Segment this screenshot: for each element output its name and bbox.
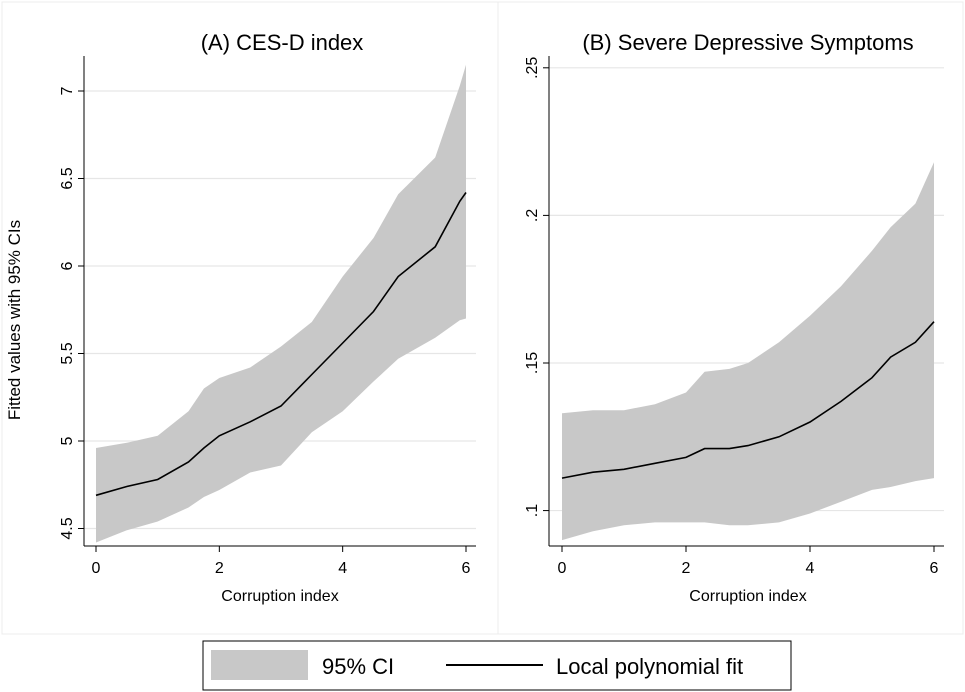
panel-a-ci-band	[96, 64, 466, 543]
panel-b-x-axis-label: Corruption index	[689, 588, 806, 605]
panel-a-axes	[83, 56, 476, 547]
panel-a-y-tick-label: 6.5	[59, 167, 76, 189]
panel-b-y-tick-label: .25	[524, 57, 541, 79]
panel-a-fit-line-group	[95, 192, 467, 497]
panel-a-x-tick-label: 0	[92, 560, 101, 577]
panel-b-fit-line-group	[561, 321, 935, 479]
panel-a-ces-d: (A) CES-D index 0 2 4 6 4.5 5 5.5 6 6.5 7 Corrup…	[59, 30, 476, 605]
panel-a-x-axis-label: Corruption index	[221, 588, 338, 605]
panel-b-ci-band	[562, 162, 934, 541]
panel-b-x-tick-label: 6	[930, 560, 939, 577]
panel-a-x-ticks: 0 2 4 6	[92, 546, 471, 577]
panel-a-ci-band-group	[96, 64, 466, 543]
panel-a-x-tick-label: 6	[462, 560, 471, 577]
shared-y-axis-label: Fitted values with 95% CIs	[5, 220, 24, 420]
legend: 95% CI Local polynomial fit	[202, 640, 792, 691]
legend-fit-label: Local polynomial fit	[556, 654, 743, 679]
panel-b-y-tick-label: .2	[524, 209, 541, 222]
panel-a-title: (A) CES-D index	[201, 30, 364, 55]
panel-a-y-tick-label: 4.5	[59, 517, 76, 539]
legend-ci-label: 95% CI	[322, 654, 394, 679]
panel-b-ci-band-group	[562, 162, 934, 541]
panel-b-y-ticks: .1 .15 .2 .25	[524, 57, 549, 517]
legend-ci-swatch	[211, 650, 308, 680]
panel-b-x-ticks: 0 2 4 6	[558, 546, 939, 577]
panel-b-y-tick-label: .1	[524, 504, 541, 517]
panel-a-y-tick-label: 7	[59, 86, 76, 95]
panel-a-y-tick-label: 5	[59, 436, 76, 445]
panel-b-x-tick-label: 0	[558, 560, 567, 577]
panel-b-y-tick-label: .15	[524, 352, 541, 374]
panel-a-x-tick-label: 4	[338, 560, 347, 577]
panel-a-x-tick-label: 2	[215, 560, 224, 577]
panel-a-fit-line	[95, 192, 467, 497]
panel-a-y-tick-label: 5.5	[59, 342, 76, 364]
panel-b-fit-line	[561, 321, 935, 479]
panel-b-x-tick-label: 4	[806, 560, 815, 577]
panel-b-title: (B) Severe Depressive Symptoms	[582, 30, 913, 55]
panel-a-y-tick-label: 6	[59, 261, 76, 270]
panel-b-axes	[548, 56, 944, 547]
panel-b-border	[497, 1, 964, 635]
panel-b-x-tick-label: 2	[682, 560, 691, 577]
panel-a-y-ticks: 4.5 5 5.5 6 6.5 7	[59, 86, 84, 540]
